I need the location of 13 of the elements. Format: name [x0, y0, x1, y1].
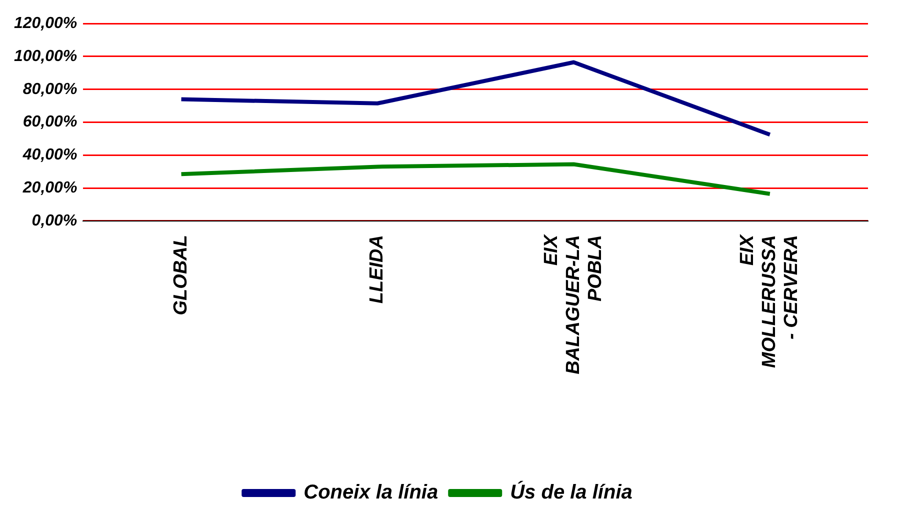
x-tick-label: EIX BALAGUER-LA POBLA — [540, 234, 606, 374]
y-tick-label: 80,00% — [22, 80, 78, 98]
y-tick-label: 120,00% — [14, 15, 78, 32]
x-tick-label: EIX MOLLERUSSA - CERVERA — [737, 234, 802, 368]
legend-label: Ús de la línia — [510, 480, 632, 504]
y-tick-label: 100,00% — [14, 48, 78, 65]
y-tick-label: 20,00% — [22, 180, 78, 197]
y-tick-label: 40,00% — [22, 146, 78, 164]
legend-label: Coneix la línia — [304, 482, 438, 504]
y-tick-label: 0,00% — [32, 212, 78, 230]
x-tick-label: LLEIDA — [366, 235, 388, 304]
y-tick-label: 60,00% — [22, 114, 78, 131]
x-tick-label: GLOBAL — [170, 235, 192, 316]
